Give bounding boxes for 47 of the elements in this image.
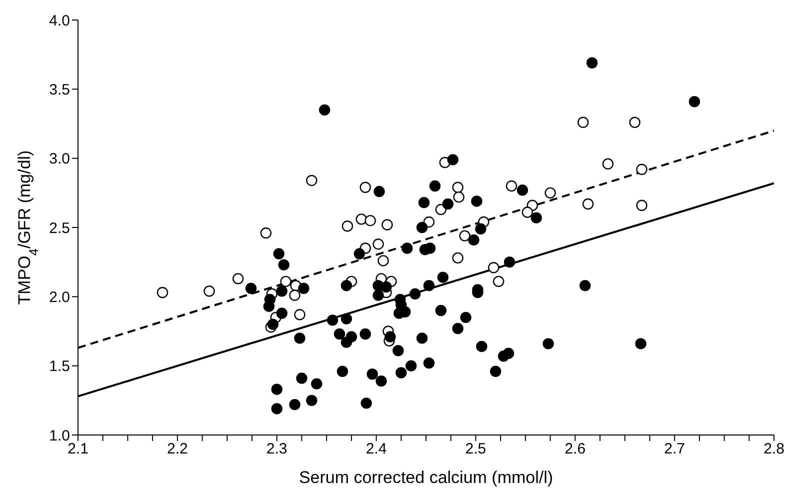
point	[260, 227, 272, 239]
point	[492, 276, 504, 288]
y-tick-label: 1.0	[49, 427, 70, 444]
x-tick-label: 2.5	[465, 440, 486, 458]
point	[342, 220, 354, 232]
point	[356, 214, 367, 225]
point	[522, 206, 534, 218]
y-tick-label: 3.5	[49, 81, 70, 98]
point	[602, 158, 614, 170]
x-tick-label: 2.3	[266, 440, 288, 458]
point	[453, 191, 464, 203]
point	[577, 116, 589, 128]
point	[289, 290, 300, 301]
point	[378, 255, 389, 266]
y-tick-label: 2.5	[49, 220, 70, 237]
point	[280, 276, 292, 288]
x-tick-label: 2.7	[664, 440, 685, 458]
x-tick-label: 2.4	[366, 440, 387, 458]
point	[506, 180, 518, 192]
x-axis-title: Serum corrected calcium (mmol/l)	[298, 468, 554, 487]
y-tick-label: 2.0	[49, 288, 70, 306]
x-tick-label: 2.1	[68, 440, 88, 458]
point	[459, 230, 470, 242]
point	[488, 262, 500, 274]
y-tick-label: 1.5	[49, 358, 70, 376]
point	[204, 286, 215, 297]
y-tick-label: 3.0	[49, 150, 70, 168]
x-tick-label: 2.6	[564, 440, 586, 458]
point	[629, 116, 640, 128]
point	[294, 309, 306, 320]
point	[582, 198, 594, 210]
point	[636, 200, 648, 211]
x-tick-label: 2.2	[167, 440, 188, 458]
point	[360, 182, 371, 193]
point	[544, 187, 556, 199]
point	[364, 214, 376, 226]
point	[382, 219, 393, 230]
point	[636, 164, 648, 175]
point	[423, 216, 435, 228]
point	[452, 182, 464, 193]
x-tick-label: 2.8	[764, 440, 784, 458]
y-tick-label: 4.0	[49, 12, 70, 30]
point	[156, 286, 168, 298]
point	[232, 273, 244, 284]
point	[306, 174, 318, 186]
point	[372, 238, 384, 250]
point	[452, 252, 464, 264]
